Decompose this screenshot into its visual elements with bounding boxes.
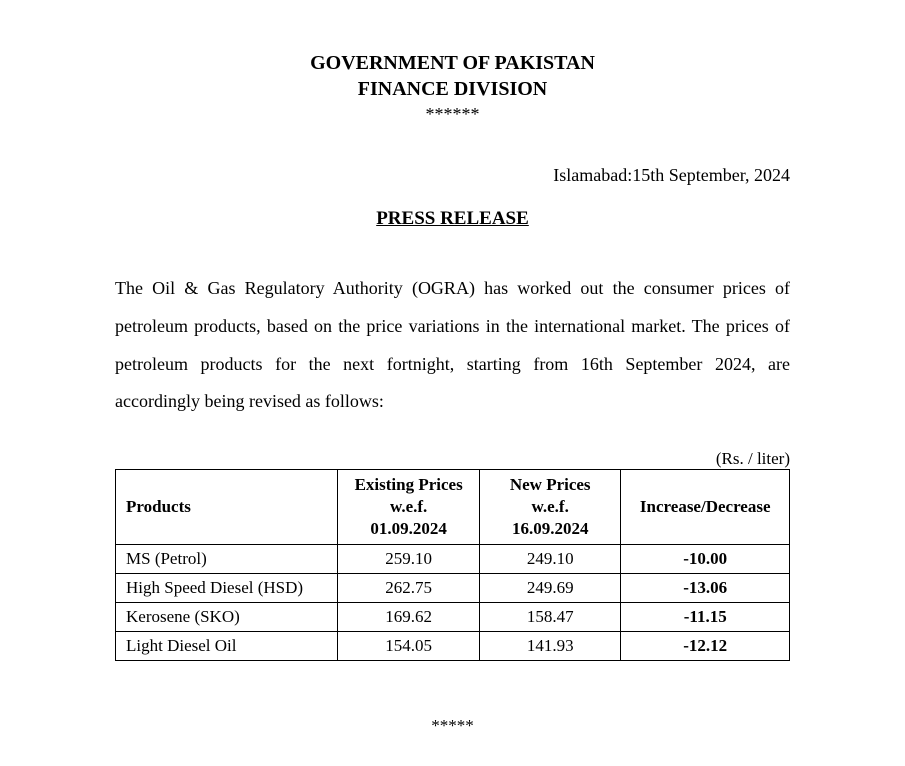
table-row: MS (Petrol) 259.10 249.10 -10.00 bbox=[116, 545, 790, 574]
existing-price: 262.75 bbox=[338, 574, 480, 603]
existing-price: 154.05 bbox=[338, 632, 480, 661]
product-name: Light Diesel Oil bbox=[116, 632, 338, 661]
existing-price: 169.62 bbox=[338, 603, 480, 632]
table-header-row: Products Existing Prices w.e.f. 01.09.20… bbox=[116, 470, 790, 545]
existing-price: 259.10 bbox=[338, 545, 480, 574]
table-row: High Speed Diesel (HSD) 262.75 249.69 -1… bbox=[116, 574, 790, 603]
price-change: -10.00 bbox=[621, 545, 790, 574]
col-products: Products bbox=[116, 470, 338, 545]
product-name: High Speed Diesel (HSD) bbox=[116, 574, 338, 603]
header-line2: FINANCE DIVISION bbox=[115, 76, 790, 102]
new-price: 249.69 bbox=[479, 574, 621, 603]
dateline: Islamabad:15th September, 2024 bbox=[115, 165, 790, 186]
header-line1: GOVERNMENT OF PAKISTAN bbox=[115, 50, 790, 76]
price-change: -12.12 bbox=[621, 632, 790, 661]
col-new: New Prices w.e.f. 16.09.2024 bbox=[479, 470, 621, 545]
col-existing: Existing Prices w.e.f. 01.09.2024 bbox=[338, 470, 480, 545]
table-row: Kerosene (SKO) 169.62 158.47 -11.15 bbox=[116, 603, 790, 632]
new-price: 158.47 bbox=[479, 603, 621, 632]
product-name: Kerosene (SKO) bbox=[116, 603, 338, 632]
new-price: 141.93 bbox=[479, 632, 621, 661]
org-header: GOVERNMENT OF PAKISTAN FINANCE DIVISION bbox=[115, 50, 790, 102]
prices-table: Products Existing Prices w.e.f. 01.09.20… bbox=[115, 469, 790, 661]
col-change: Increase/Decrease bbox=[621, 470, 790, 545]
table-row: Light Diesel Oil 154.05 141.93 -12.12 bbox=[116, 632, 790, 661]
price-change: -13.06 bbox=[621, 574, 790, 603]
header-stars: ****** bbox=[115, 104, 790, 125]
price-change: -11.15 bbox=[621, 603, 790, 632]
new-price: 249.10 bbox=[479, 545, 621, 574]
press-release-title: PRESS RELEASE bbox=[115, 208, 790, 230]
document-page: GOVERNMENT OF PAKISTAN FINANCE DIVISION … bbox=[0, 0, 905, 766]
end-stars: ***** bbox=[115, 716, 790, 736]
unit-label: (Rs. / liter) bbox=[115, 449, 790, 469]
body-paragraph: The Oil & Gas Regulatory Authority (OGRA… bbox=[115, 270, 790, 421]
product-name: MS (Petrol) bbox=[116, 545, 338, 574]
